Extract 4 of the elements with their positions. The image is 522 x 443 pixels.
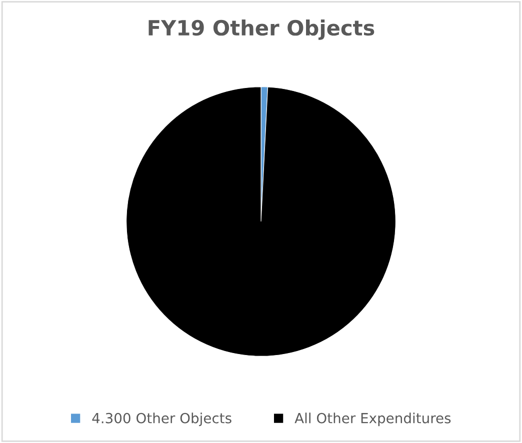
legend-label: 4.300 Other Objects [92,412,232,426]
pie-slice [126,86,396,356]
legend-label: All Other Expenditures [294,412,451,426]
chart-title: FY19 Other Objects [148,20,374,40]
